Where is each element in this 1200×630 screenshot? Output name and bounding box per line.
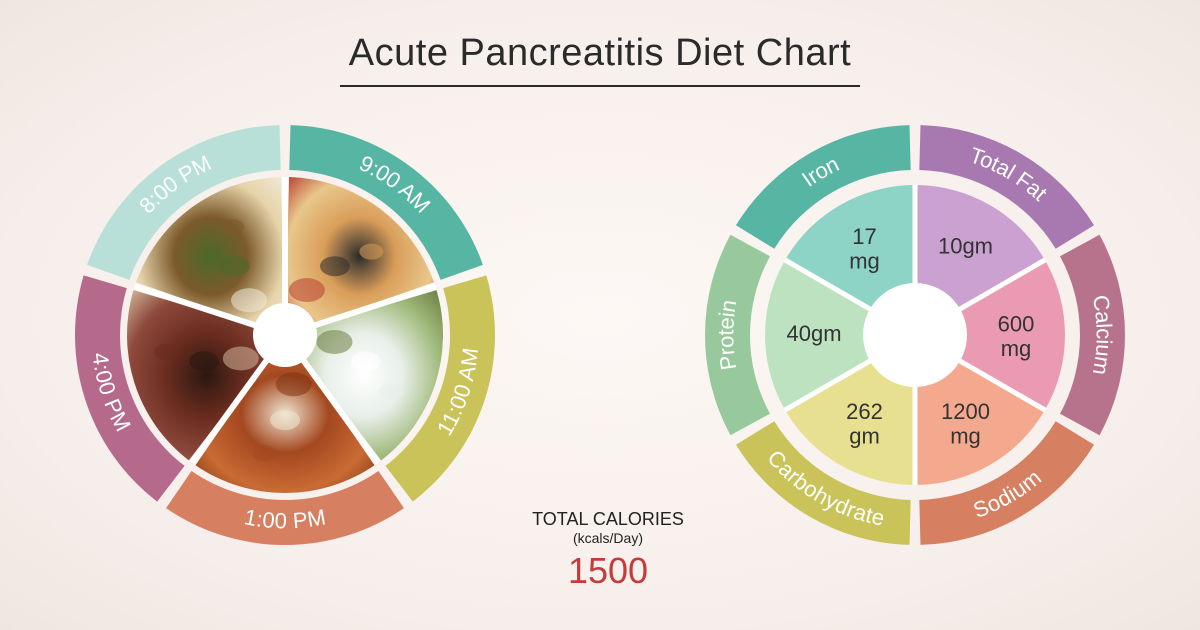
meal-photo-detail bbox=[379, 383, 403, 399]
total-calories-block: TOTAL CALORIES (kcals/Day) 1500 bbox=[508, 509, 708, 592]
title-underline bbox=[340, 85, 860, 87]
meal-photo-detail bbox=[252, 445, 276, 461]
calories-label-1: TOTAL CALORIES bbox=[508, 509, 708, 530]
nutrient-value-3: 262gm bbox=[846, 399, 883, 448]
meal-photo-detail bbox=[189, 351, 219, 371]
nutrient-value-5: 17mg bbox=[849, 224, 880, 273]
meal-photo-detail bbox=[276, 372, 312, 396]
meal-photo-detail bbox=[351, 351, 381, 371]
meal-photo-detail bbox=[223, 346, 259, 370]
meal-photo-detail bbox=[220, 219, 244, 235]
nutrient-value-0: 10gm bbox=[938, 233, 993, 258]
title-block: Acute Pancreatitis Diet Chart bbox=[340, 32, 860, 87]
nutrient-label-4: Protein bbox=[713, 298, 741, 372]
nutrient-value-1: 600mg bbox=[998, 312, 1035, 361]
meal-photo-detail bbox=[359, 244, 383, 260]
wheel-hub bbox=[253, 303, 317, 367]
page-title: Acute Pancreatitis Diet Chart bbox=[340, 32, 860, 75]
meal-photo-detail bbox=[317, 330, 353, 354]
meal-time-wheel: 9:00 AM11:00 AM1:00 PM4:00 PM8:00 PM bbox=[70, 120, 500, 550]
meal-photo-detail bbox=[220, 256, 250, 276]
calories-label-2: (kcals/Day) bbox=[508, 530, 708, 546]
meal-photo-detail bbox=[154, 344, 178, 360]
nutrient-value-4: 40gm bbox=[786, 321, 841, 346]
meal-photo-detail bbox=[289, 278, 325, 302]
wheel-hub bbox=[863, 283, 967, 387]
meal-photo-detail bbox=[270, 410, 300, 430]
meal-photo-detail bbox=[320, 256, 350, 276]
nutrient-label-1: Calcium bbox=[1088, 293, 1117, 377]
calories-value: 1500 bbox=[508, 550, 708, 592]
meal-photo-detail bbox=[231, 288, 267, 312]
nutrient-wheel: 10gm600mg1200mg262gm40gm17mgTotal FatCal… bbox=[700, 120, 1130, 550]
